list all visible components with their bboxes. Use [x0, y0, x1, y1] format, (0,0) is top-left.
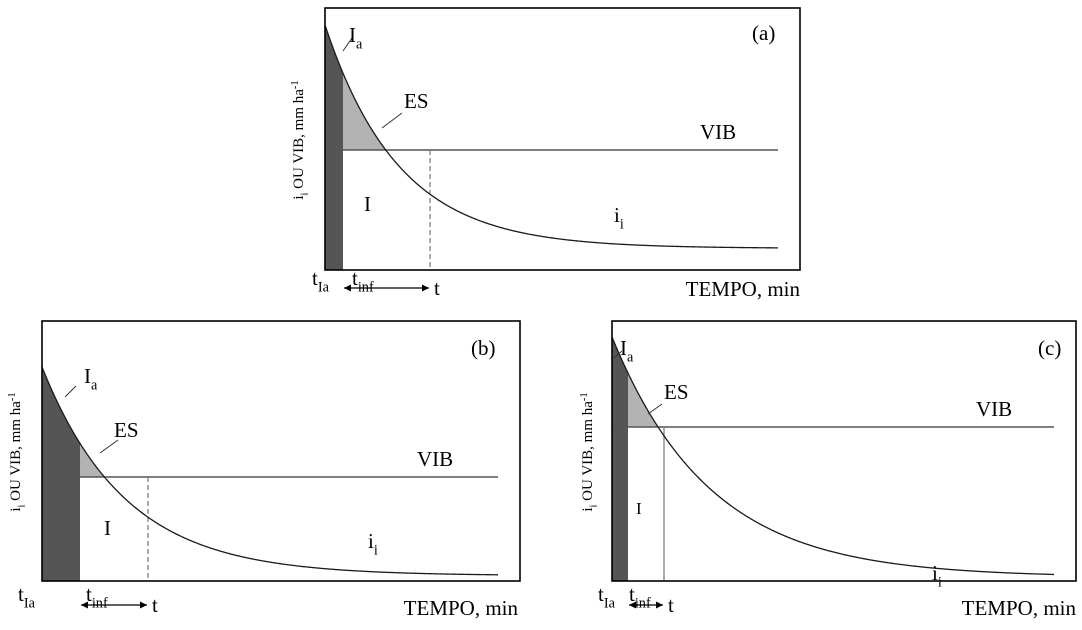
infiltration-curve — [611, 336, 1055, 576]
panel-label: (b) — [471, 336, 496, 360]
ii-label: ii — [614, 203, 624, 232]
infiltration-label: I — [104, 516, 111, 540]
es-region — [628, 373, 664, 427]
t-ia-label: tIa — [18, 582, 36, 611]
ia-region — [325, 25, 343, 270]
ia-label: Ia — [620, 336, 634, 365]
ia-leader — [342, 37, 353, 52]
tinf-arrow-head-left — [629, 601, 636, 609]
infiltration-curve — [41, 366, 499, 576]
ia-label: Ia — [84, 364, 98, 393]
ii-label: ii — [932, 561, 942, 590]
t-ia-label: tIa — [598, 582, 616, 611]
ia-leader — [613, 350, 623, 359]
es-region — [80, 443, 148, 477]
es-leader — [647, 403, 663, 415]
vib-label: VIB — [700, 120, 736, 144]
t-ia-label: tIa — [312, 266, 330, 295]
es-label: ES — [114, 418, 139, 442]
y-axis-label: ii OU VIB, mm ha-1 — [579, 392, 600, 511]
plot-frame — [611, 320, 1077, 582]
x-axis-label: TEMPO, min — [686, 277, 801, 301]
tinf-arrow-head-left — [344, 284, 351, 292]
t-inf-label: tinf — [352, 266, 374, 295]
t-label: t — [668, 593, 674, 617]
t-label: t — [434, 276, 440, 300]
t-inf-label: tinf — [86, 582, 108, 611]
es-label: ES — [404, 89, 429, 113]
panel-c: Ia ES VIB Iii (c) tIa tinf t TEMPO, min ii OU VIB… — [579, 320, 1077, 620]
tinf-arrow-head-left — [81, 601, 88, 609]
vib-label: VIB — [417, 447, 453, 471]
t-inf-label: tinf — [629, 582, 651, 611]
panel-label: (c) — [1038, 336, 1061, 360]
x-axis-label: TEMPO, min — [404, 596, 519, 620]
y-axis-label: ii OU VIB, mm ha-1 — [7, 392, 28, 511]
es-leader — [99, 439, 119, 454]
tinf-arrow-head-right — [656, 601, 663, 609]
es-region — [343, 73, 430, 150]
y-axis-label: ii OU VIB, mm ha-1 — [290, 80, 311, 199]
panel-a: Ia ES VIB I ii (a) tIa tinf t TEMPO, min ii OU VIB… — [290, 7, 801, 301]
ia-region — [612, 337, 628, 581]
ia-label: Ia — [349, 23, 363, 52]
ia-region — [42, 367, 80, 581]
ii-label: ii — [368, 529, 378, 558]
infiltration-label: I — [364, 192, 371, 216]
panel-label: (a) — [752, 21, 775, 45]
t-label: t — [152, 593, 158, 617]
es-label: ES — [664, 380, 689, 404]
infiltration-label: I — [636, 499, 642, 518]
ia-leader — [64, 385, 77, 398]
es-leader — [381, 112, 403, 129]
tinf-arrow-head-right — [140, 601, 147, 609]
plot-frame — [324, 7, 801, 271]
x-axis-label: TEMPO, min — [962, 596, 1077, 620]
vib-label: VIB — [976, 397, 1012, 421]
infiltration-curve — [324, 24, 778, 249]
plot-frame — [41, 320, 521, 582]
tinf-arrow-head-right — [422, 284, 429, 292]
panel-b: Ia ES VIB Iii (b) tIa tinf t TEMPO, min ii OU VIB… — [7, 320, 521, 620]
